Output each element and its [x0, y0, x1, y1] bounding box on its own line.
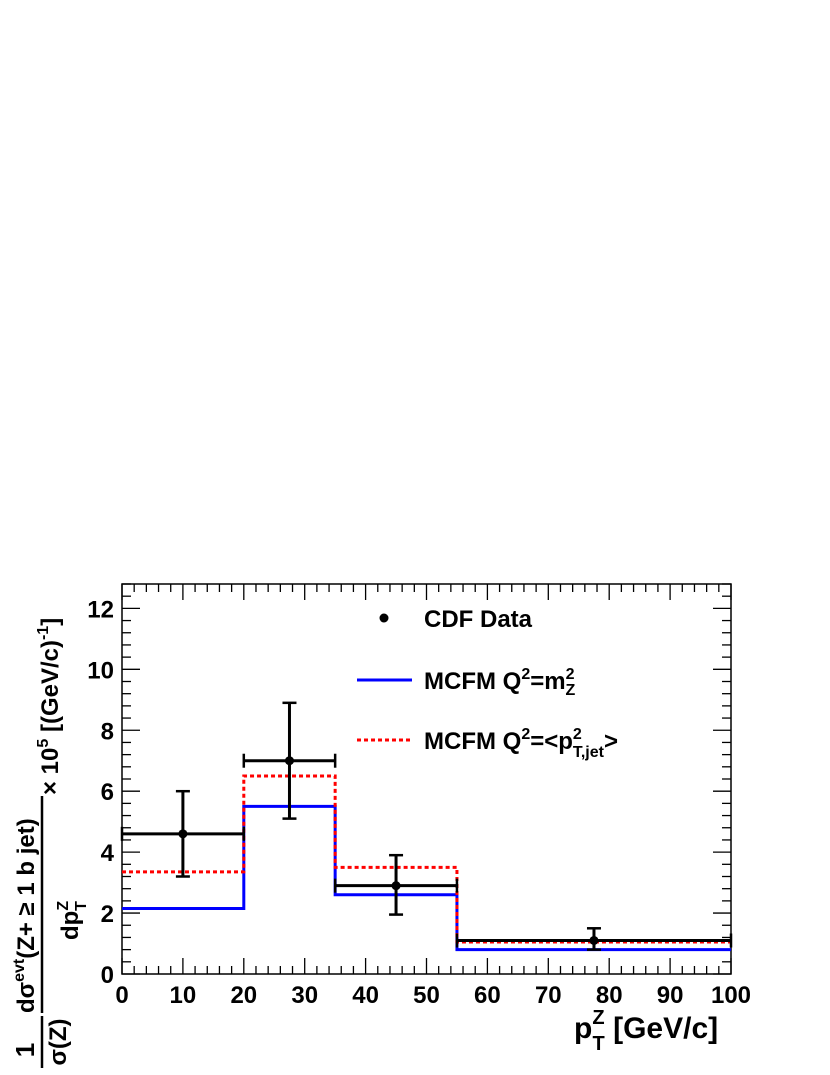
y-tick-label: 12: [87, 596, 114, 623]
tick-labels: 0 10 20 30 40 50 60 70 80 90 100 0 2 4 6 8 10 12: [87, 596, 751, 1009]
x-axis-title: pZ T [GeV/c]: [574, 1007, 718, 1055]
legend-pt-sup: 2: [521, 726, 530, 743]
y-axis-title: 1 σ(Z) dσevt(Z+ ≥ 1 b jet) dpZT × 105 [(…: [10, 618, 90, 1068]
y-units: × 105 [(GeV/c)-1]: [35, 618, 64, 795]
y-frac2-den-sup: Z: [55, 901, 72, 911]
mcfm-pt-histogram: [122, 774, 731, 944]
y-units-times: × 10: [37, 748, 64, 795]
y-frac2-num-a: dσ: [13, 982, 40, 1013]
x-tick-label: 30: [291, 982, 318, 1009]
y-units-unit-sup: -1: [35, 626, 52, 640]
legend-mz-sub2: Z: [565, 682, 575, 699]
legend-pt-main: MCFM Q: [424, 728, 521, 755]
legend-pt-rest: =<p: [530, 728, 573, 755]
x-title-rest: [GeV/c]: [605, 1012, 718, 1045]
y-frac1-num: 1: [10, 1043, 40, 1057]
y-frac2-den-sub: T: [73, 901, 90, 911]
legend-pt-tail: >: [604, 728, 618, 755]
y-frac2-den-a: dp: [57, 911, 84, 940]
x-title-main: p: [574, 1012, 592, 1045]
y-frac1-den: σ(Z): [45, 1018, 72, 1065]
legend-mz-sup2: 2: [566, 666, 575, 683]
axis-ticks: [121, 583, 732, 975]
x-tick-label: 20: [230, 982, 257, 1009]
data-point: [333, 853, 459, 916]
y-tick-label: 2: [101, 901, 114, 928]
x-tick-label: 50: [413, 982, 440, 1009]
y-tick-label: 4: [101, 840, 115, 867]
y-tick-label: 0: [101, 962, 114, 989]
x-tick-label: 40: [352, 982, 379, 1009]
x-title-sub: T: [593, 1033, 605, 1055]
x-tick-label: 90: [657, 982, 684, 1009]
x-tick-label: 10: [170, 982, 197, 1009]
legend-label-mcfm-pt: MCFM Q2=<p2 T,jet>: [424, 726, 618, 761]
y-units-unit: [(GeV/c): [37, 640, 64, 739]
data-point: [242, 701, 337, 820]
data-point: [455, 927, 733, 951]
data-points: [120, 701, 733, 951]
y-tick-label: 8: [101, 718, 114, 745]
x-tick-label: 70: [535, 982, 562, 1009]
legend-mz-rest: =m: [530, 668, 565, 695]
legend-mz-main: MCFM Q: [424, 668, 521, 695]
y-tick-label: 10: [87, 657, 114, 684]
legend-marker-data: [379, 613, 389, 623]
legend-pt-sup2: 2: [573, 726, 582, 743]
x-tick-label: 0: [115, 982, 128, 1009]
legend-label-mcfm-mz: MCFM Q2=m2 Z: [424, 666, 575, 699]
data-marker: [284, 756, 294, 766]
y-units-times-sup: 5: [35, 739, 52, 748]
data-marker: [178, 829, 188, 839]
legend-pt-sub2: T,jet: [573, 744, 605, 761]
x-tick-label: 80: [596, 982, 623, 1009]
y-frac2-num-sup: evt: [11, 958, 28, 982]
x-tick-label: 60: [474, 982, 501, 1009]
x-tick-label: 100: [711, 982, 751, 1009]
data-marker: [589, 935, 599, 945]
data-marker: [391, 881, 401, 891]
y-tick-label: 6: [101, 779, 114, 806]
x-title-sup: Z: [592, 1007, 604, 1029]
y-frac2-den: dpZT: [55, 901, 90, 940]
legend-label-data: CDF Data: [424, 606, 533, 633]
legend: CDF Data MCFM Q2=m2 Z MCFM Q2=<p2 T,jet>: [357, 606, 618, 761]
y-frac2-num-b: (Z+ ≥ 1 b jet): [13, 818, 40, 959]
y-frac2-num: dσevt(Z+ ≥ 1 b jet): [11, 818, 40, 1013]
data-point: [120, 789, 246, 878]
legend-mz-sup: 2: [521, 666, 530, 683]
y-units-unit-end: ]: [37, 618, 64, 626]
